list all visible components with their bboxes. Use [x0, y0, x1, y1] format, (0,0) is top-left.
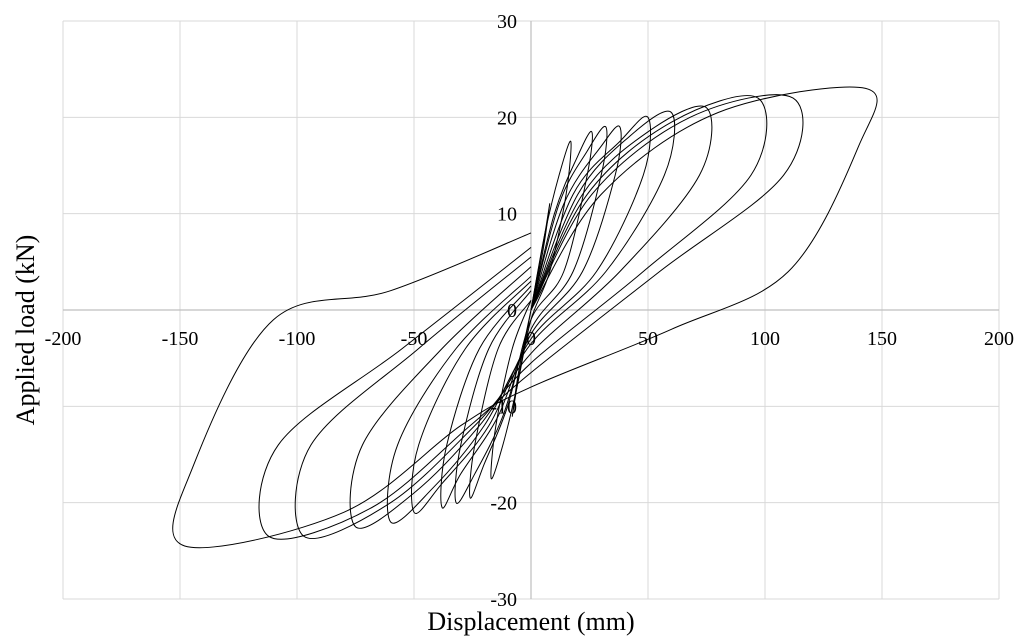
hysteresis-loop-7	[386, 110, 676, 524]
y-tick-label: 10	[497, 204, 517, 226]
y-tick-label: -30	[490, 589, 517, 611]
x-tick-label: 150	[867, 328, 897, 350]
y-axis-title: Applied load (kN)	[11, 235, 40, 426]
y-tick-label: 30	[497, 11, 517, 33]
hysteresis-loop-11	[172, 86, 878, 549]
x-tick-label: -100	[279, 328, 316, 350]
x-tick-label: -50	[401, 328, 428, 350]
hysteresis-loop-8	[349, 105, 713, 529]
x-tick-label: 200	[984, 328, 1014, 350]
hysteresis-loop-5	[440, 125, 622, 509]
x-axis-title: Displacement (mm)	[427, 607, 634, 636]
x-tick-label: -200	[45, 328, 82, 350]
tick-labels: -200 -150 -100 -50 0 50 100 150 200-30-20-100102…	[45, 11, 1014, 611]
hysteresis-loop-9	[294, 95, 768, 539]
x-tick-label: -150	[162, 328, 199, 350]
y-tick-label: -10	[490, 396, 517, 418]
hysteresis-loops	[172, 86, 878, 549]
hysteresis-loop-10	[258, 94, 804, 540]
x-tick-label: 100	[750, 328, 780, 350]
x-tick-label: 0	[526, 328, 536, 350]
hysteresis-loop-4	[454, 125, 608, 504]
y-tick-label: 0	[507, 300, 517, 322]
y-tick-label: -20	[490, 493, 517, 515]
hysteresis-loop-6	[411, 115, 651, 514]
y-tick-label: 20	[497, 107, 517, 129]
x-tick-label: 50	[638, 328, 658, 350]
